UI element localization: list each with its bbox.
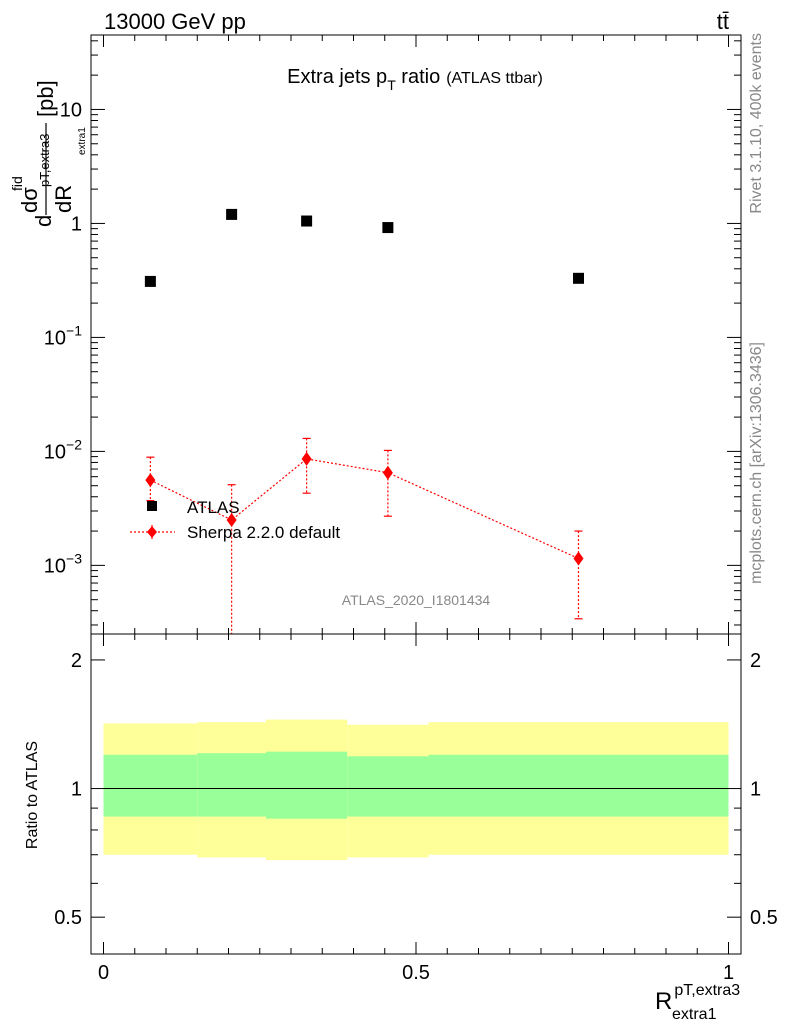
atlas-point [144, 275, 156, 287]
y-tick-label: 1 [71, 213, 82, 235]
atlas-point [301, 215, 313, 227]
atlas-point [382, 222, 394, 234]
main-plot-panel: 10−3 10−2 10−1 1 10 Extra jets pT ratio (ATLA… [9, 34, 742, 635]
y-tick-label: 10−3 [44, 550, 82, 577]
ratio-green-band-bin [347, 756, 429, 817]
legend-sherpa-marker [147, 526, 157, 538]
svg-text:extra1: extra1 [77, 127, 88, 155]
atlas-point [226, 208, 238, 220]
sherpa-point [382, 465, 393, 480]
ratio-y-tick-label-right: 1 [750, 779, 761, 801]
y-tick-label: 10−2 [44, 436, 82, 463]
sherpa-point [226, 513, 237, 528]
svg-text:pT,extra3: pT,extra3 [37, 134, 52, 187]
analysis-id-label: ATLAS_2020_I1801434 [342, 592, 491, 608]
atlas-point [573, 272, 584, 284]
legend-sherpa-label: Sherpa 2.2.0 default [187, 523, 340, 542]
main-plot-frame [90, 34, 742, 635]
legend-atlas-label: ATLAS [187, 498, 240, 517]
ratio-y-tick-label-right: 2 [750, 650, 761, 672]
rivet-label: Rivet 3.1.10, 400k events [748, 33, 765, 214]
ratio-x-axis-label-sub: extra1 [672, 1006, 717, 1023]
x-tick-label: 0 [98, 962, 109, 984]
plot-title: Extra jets pT ratio (ATLAS ttbar) [287, 66, 543, 93]
energy-label: 13000 GeV pp [104, 9, 246, 34]
y-tick-label: 10−1 [44, 322, 82, 349]
sherpa-line [150, 458, 579, 560]
main-y-axis-label: d dσ fid dR pT,extra3 extra1 [pb] [9, 80, 88, 227]
ratio-green-band-bin [266, 751, 348, 819]
ratio-green-band-bin [428, 754, 729, 817]
sherpa-point [301, 451, 312, 466]
y-tick-label: 10 [60, 99, 82, 121]
svg-text:[pb]: [pb] [33, 80, 58, 117]
ratio-green-band-bin [197, 753, 266, 817]
sherpa-point [145, 473, 156, 488]
x-tick-label: 1 [723, 962, 734, 984]
ratio-y-axis-label: Ratio to ATLAS [24, 741, 41, 849]
mcplots-label: mcplots.cern.ch [arXiv:1306.3436] [748, 342, 765, 584]
svg-text:fid: fid [9, 176, 25, 191]
svg-text:dσ: dσ [17, 187, 42, 213]
ratio-y-tick-label: 0.5 [54, 907, 82, 929]
ratio-y-tick-label: 1 [71, 779, 82, 801]
svg-text:dR: dR [51, 185, 76, 213]
process-label: tt̄ [717, 9, 729, 34]
legend-atlas-marker [147, 501, 157, 511]
legend: ATLAS Sherpa 2.2.0 default [130, 498, 340, 542]
svg-text:d: d [31, 215, 56, 227]
x-tick-label: 0.5 [402, 962, 430, 984]
ratio-y-tick-label: 2 [71, 650, 82, 672]
sherpa-point [573, 551, 584, 566]
ratio-y-tick-label-right: 0.5 [750, 907, 778, 929]
ratio-green-band-bin [103, 754, 198, 817]
